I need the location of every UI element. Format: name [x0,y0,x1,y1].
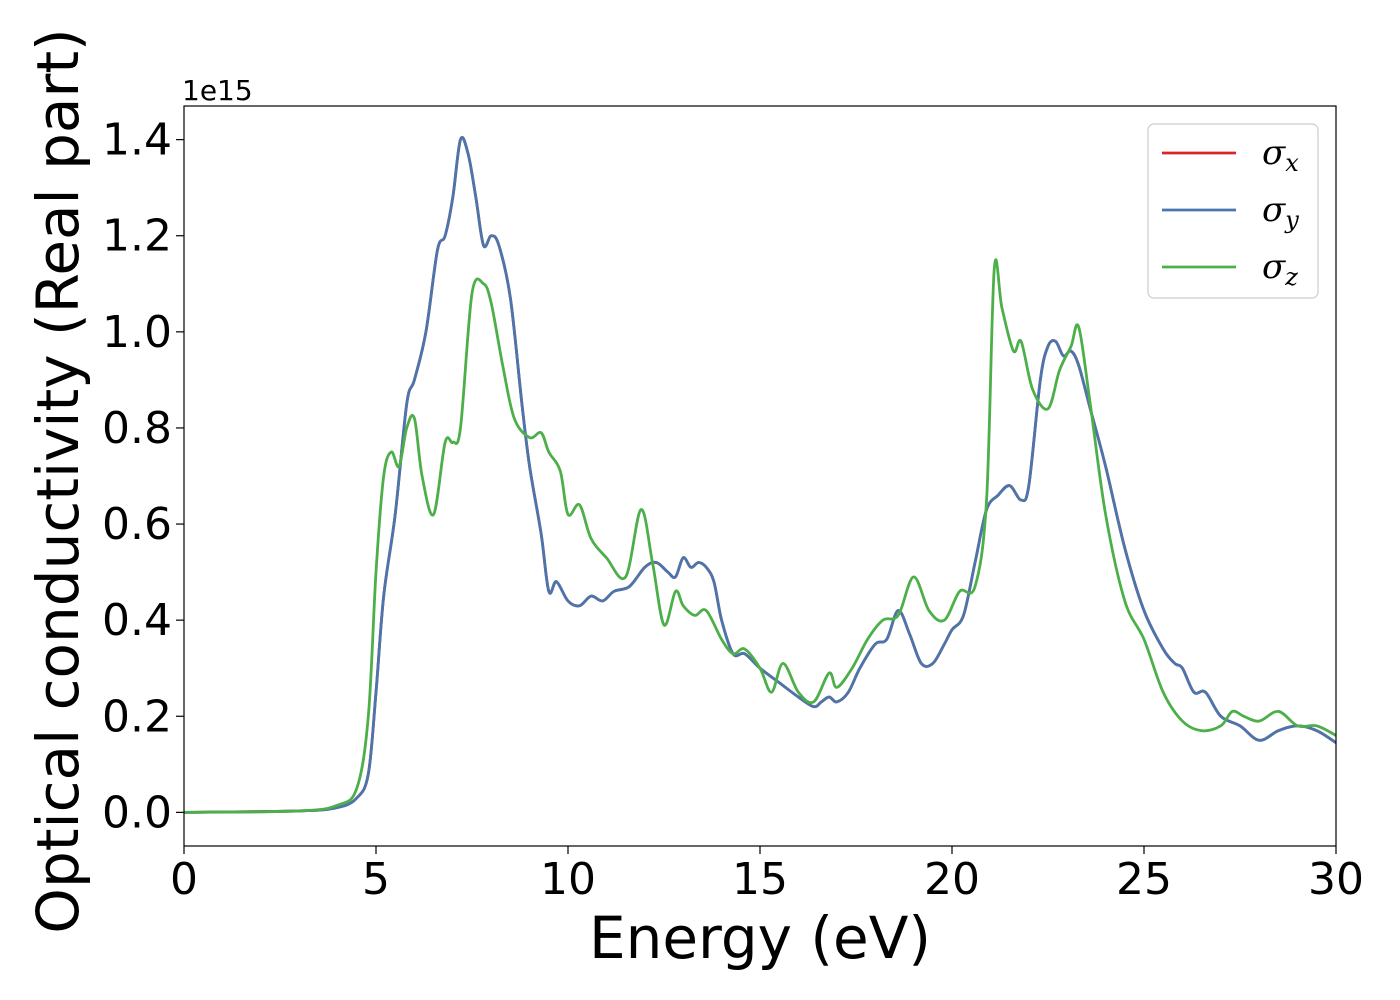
y-tick-label: 0.2 [102,691,172,742]
y-tick-label: 1.2 [102,211,172,262]
legend-symbol: σ [1262,190,1286,230]
x-tick-label: 10 [540,854,596,905]
series-line-z [184,258,1336,814]
y-tick-label: 0.8 [102,403,172,454]
ticks-layer: 0 5 10 15 20 25 30 0.0 0.2 0.4 0.6 0.8 1.0 1.2 1.4 [102,115,1364,905]
x-tick-label: 0 [170,854,198,905]
x-axis-title: Energy (eV) [589,904,931,972]
x-tick-label: 30 [1308,854,1364,905]
x-tick-label: 15 [732,854,788,905]
x-tick-label: 25 [1116,854,1172,905]
y-tick-label: 0.4 [102,595,172,646]
y-tick-label: 1.4 [102,115,172,166]
x-tick-label: 5 [362,854,390,905]
y-tick-label: 1.0 [102,307,172,358]
y-axis-title: Optical conductivity (Real part) [24,28,92,933]
legend-label-x: σx [1262,133,1299,177]
legend-subscript: x [1285,149,1299,177]
series-layer [184,136,1336,814]
legend-symbol: σ [1262,133,1286,173]
legend-symbol: σ [1262,247,1286,287]
legend-label-y: σy [1262,190,1299,234]
legend-subscript: z [1284,263,1298,291]
y-offset-label: 1e15 [182,74,253,107]
y-tick-label: 0.6 [102,499,172,550]
x-tick-label: 20 [924,854,980,905]
legend-subscript: y [1284,206,1299,234]
y-tick-label: 0.0 [102,787,172,838]
legend-label-z: σz [1262,247,1298,291]
